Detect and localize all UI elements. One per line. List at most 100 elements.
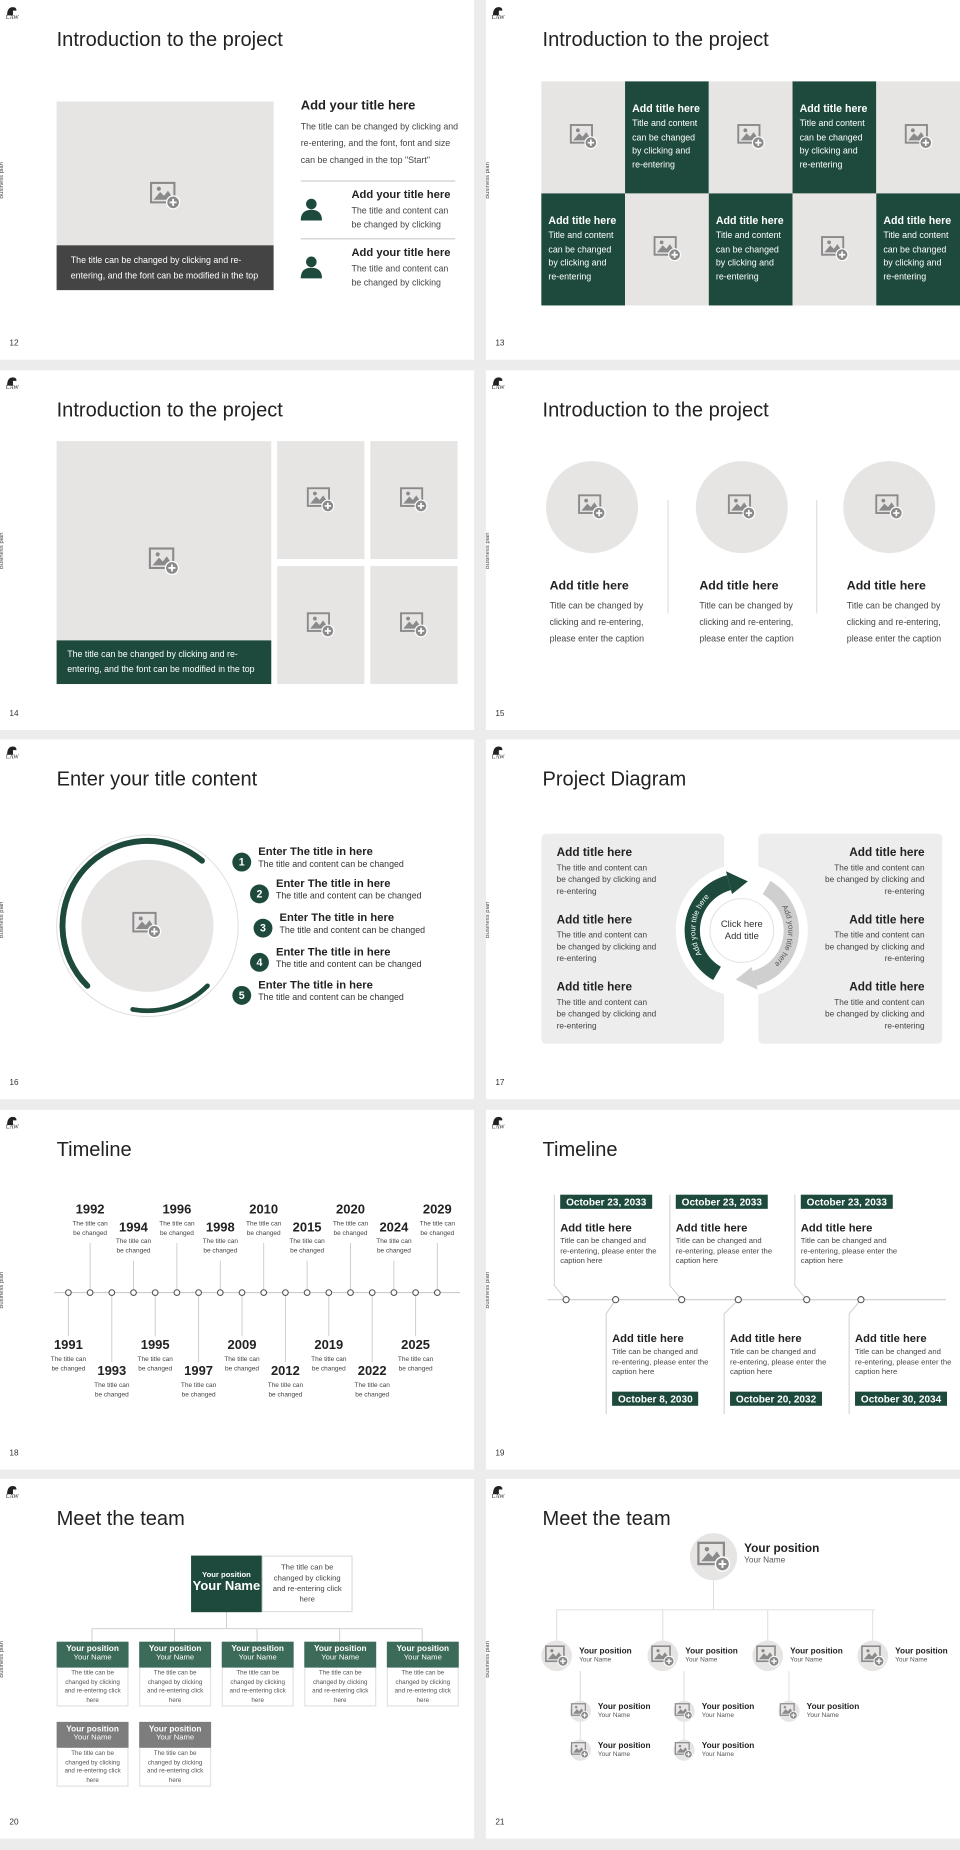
slide: LAW Business plan 21 Meet the team Your posi…: [485, 1478, 960, 1839]
event-text: Title can be changed and re-entering, pl…: [560, 1237, 657, 1266]
connector: [605, 1299, 617, 1415]
node-name: Your Name: [744, 1556, 786, 1566]
year: 2010: [249, 1202, 279, 1218]
dot: [857, 1296, 865, 1304]
year-text: The title can be changed: [155, 1219, 199, 1239]
icon-sun: [584, 498, 589, 503]
image-placeholder-icon: [306, 487, 335, 513]
item-title: Add your title here: [351, 188, 451, 202]
logo-helmet: [7, 746, 17, 755]
divider: [300, 180, 456, 182]
column-text: Title can be changed by clicking and re-…: [699, 600, 794, 644]
column-text: Title can be changed by clicking and re-…: [846, 600, 942, 644]
slide-title: Introduction to the project: [56, 28, 283, 51]
icon-sun: [678, 1744, 682, 1748]
ring-arc: [130, 983, 210, 1014]
item-text: The title and content can be changed by …: [556, 998, 657, 1031]
icon-plus: [893, 509, 900, 517]
image-placeholder-icon: [696, 1541, 730, 1572]
logo-text: LAW: [5, 15, 19, 22]
icon-sun: [761, 1648, 765, 1652]
event-text: Title can be changed and re-entering, pl…: [730, 1348, 827, 1377]
column-title: Add title here: [549, 579, 629, 594]
year-text: The title can be changed: [68, 1219, 112, 1239]
icon-sun: [406, 616, 410, 621]
icon-plus: [587, 139, 595, 146]
slide-number: 17: [495, 1079, 505, 1088]
tile-text: Title and content can be changed by clic…: [632, 117, 698, 170]
event-title: Add title here: [560, 1221, 632, 1235]
dot: [86, 1289, 94, 1296]
node-position: Your position: [806, 1702, 860, 1712]
center-circle: [709, 898, 775, 963]
node-position: Your position: [597, 1702, 651, 1712]
icon-plus: [559, 1658, 566, 1664]
tile: Add title here Title and content can be c…: [792, 81, 877, 194]
icon-frame: [571, 1741, 587, 1755]
lead-text: The title can be changed by clicking and…: [261, 1555, 353, 1613]
slide: LAW Business plan 18 Timeline 1991 The title …: [0, 1109, 475, 1470]
person-icon: [300, 198, 322, 221]
person-body: [300, 209, 322, 221]
tile-title: Add title here: [548, 214, 617, 227]
icon-sun: [550, 1648, 554, 1652]
icon-frame: [821, 236, 845, 256]
dot: [238, 1289, 246, 1296]
image-placeholder-icon: [544, 1644, 569, 1667]
item-text: The title and content can be changed: [275, 958, 422, 970]
member-header: Your position Your Name: [221, 1641, 294, 1668]
slide-title: Introduction to the project: [542, 398, 769, 422]
icon-frame: [149, 181, 176, 204]
number-badge: 4: [250, 952, 269, 972]
image-placeholder-icon: [875, 494, 903, 520]
icon-frame: [569, 124, 593, 144]
person-icon: [300, 256, 322, 279]
year-text: The title can be changed: [394, 1355, 437, 1374]
event-text: Title can be changed and re-entering, pl…: [612, 1348, 709, 1377]
icon-frame: [400, 612, 424, 632]
item-text: The title and content can be changed by …: [825, 931, 925, 964]
member-name: Your Name: [238, 1653, 277, 1662]
event-text: Title can be changed and re-entering, pl…: [675, 1237, 773, 1266]
logo-helmet: [492, 377, 503, 386]
icon-plus: [595, 509, 603, 517]
outer-ring: [56, 834, 239, 1018]
image-placeholder-icon: [860, 1644, 885, 1667]
node-position: Your position: [701, 1741, 755, 1751]
year: 2024: [379, 1220, 409, 1235]
image-placeholder-icon: [148, 547, 179, 575]
heading: Add your title here: [300, 99, 416, 114]
year-text: The title can be changed: [112, 1237, 155, 1257]
icon-sun: [659, 240, 664, 245]
node-name: Your Name: [701, 1712, 734, 1720]
person-head: [306, 256, 317, 268]
node-position: Your position: [790, 1647, 843, 1656]
year: 2012: [270, 1364, 300, 1379]
node-position: Your position: [579, 1647, 632, 1656]
ring-arc: [59, 837, 205, 989]
year: 2015: [292, 1220, 322, 1235]
image-placeholder-icon: [571, 1702, 590, 1720]
icon-sun: [678, 1705, 682, 1709]
slide: LAW Business plan 20 Meet the team Your posi…: [0, 1478, 475, 1839]
icon-sun: [155, 552, 160, 557]
year-text: The title can be changed: [264, 1381, 307, 1400]
node-position: Your position: [701, 1702, 755, 1712]
node-position: Your position: [597, 1741, 651, 1751]
member-header: Your position Your Name: [56, 1721, 129, 1748]
member-name: Your Name: [73, 1733, 112, 1742]
image-placeholder-icon: [569, 124, 598, 150]
year-text: The title can be changed: [307, 1355, 351, 1374]
icon-sun: [575, 128, 580, 133]
member-text: The title can be changed by clicking and…: [56, 1747, 129, 1787]
logo-helmet: [7, 1116, 17, 1126]
logo-mark: [7, 7, 17, 16]
org-lines: [91, 1612, 423, 1642]
year: 2020: [336, 1202, 365, 1218]
item-title: Add title here: [849, 846, 925, 860]
icon-frame: [727, 494, 752, 514]
year: 1996: [162, 1202, 192, 1218]
node-name: Your Name: [597, 1712, 631, 1720]
logo-helmet: [492, 746, 503, 755]
